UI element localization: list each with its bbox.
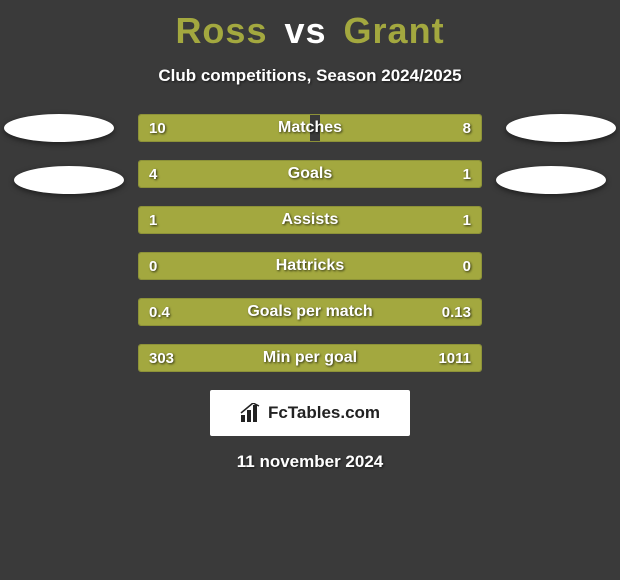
player2-avatar-placeholder [506,114,616,142]
stat-row: 11Assists [138,206,482,234]
stat-row: 00Hattricks [138,252,482,280]
stat-fill-left [139,345,310,371]
player1-name: Ross [175,10,267,51]
stat-fill-right [310,345,481,371]
stat-fill-left [139,115,310,141]
stat-fill-right [310,207,481,233]
comparison-title: Ross vs Grant [0,0,620,52]
brand-text: FcTables.com [268,403,380,423]
player2-name: Grant [344,10,445,51]
brand-badge: FcTables.com [210,390,410,436]
stat-row: 108Matches [138,114,482,142]
vs-separator: vs [284,10,326,51]
stat-bars-container: 108Matches 41Goals 11Assists 00Hattricks 0.4… [138,114,482,372]
stat-row: 3031011Min per goal [138,344,482,372]
stat-fill-right [310,253,481,279]
comparison-arena: 108Matches 41Goals 11Assists 00Hattricks 0.4… [0,114,620,372]
stat-fill-left [139,161,402,187]
player1-avatar-placeholder-2 [14,166,124,194]
stat-fill-left [139,299,389,325]
stat-row: 0.40.13Goals per match [138,298,482,326]
player2-avatar-placeholder-2 [496,166,606,194]
stat-fill-right [389,299,481,325]
stat-fill-right [402,161,481,187]
snapshot-date: 11 november 2024 [0,452,620,472]
stat-row: 41Goals [138,160,482,188]
subtitle: Club competitions, Season 2024/2025 [0,66,620,86]
brand-chart-icon [240,403,262,423]
player1-avatar-placeholder [4,114,114,142]
stat-fill-left [139,253,310,279]
stat-fill-left [139,207,310,233]
stat-fill-right [320,115,481,141]
